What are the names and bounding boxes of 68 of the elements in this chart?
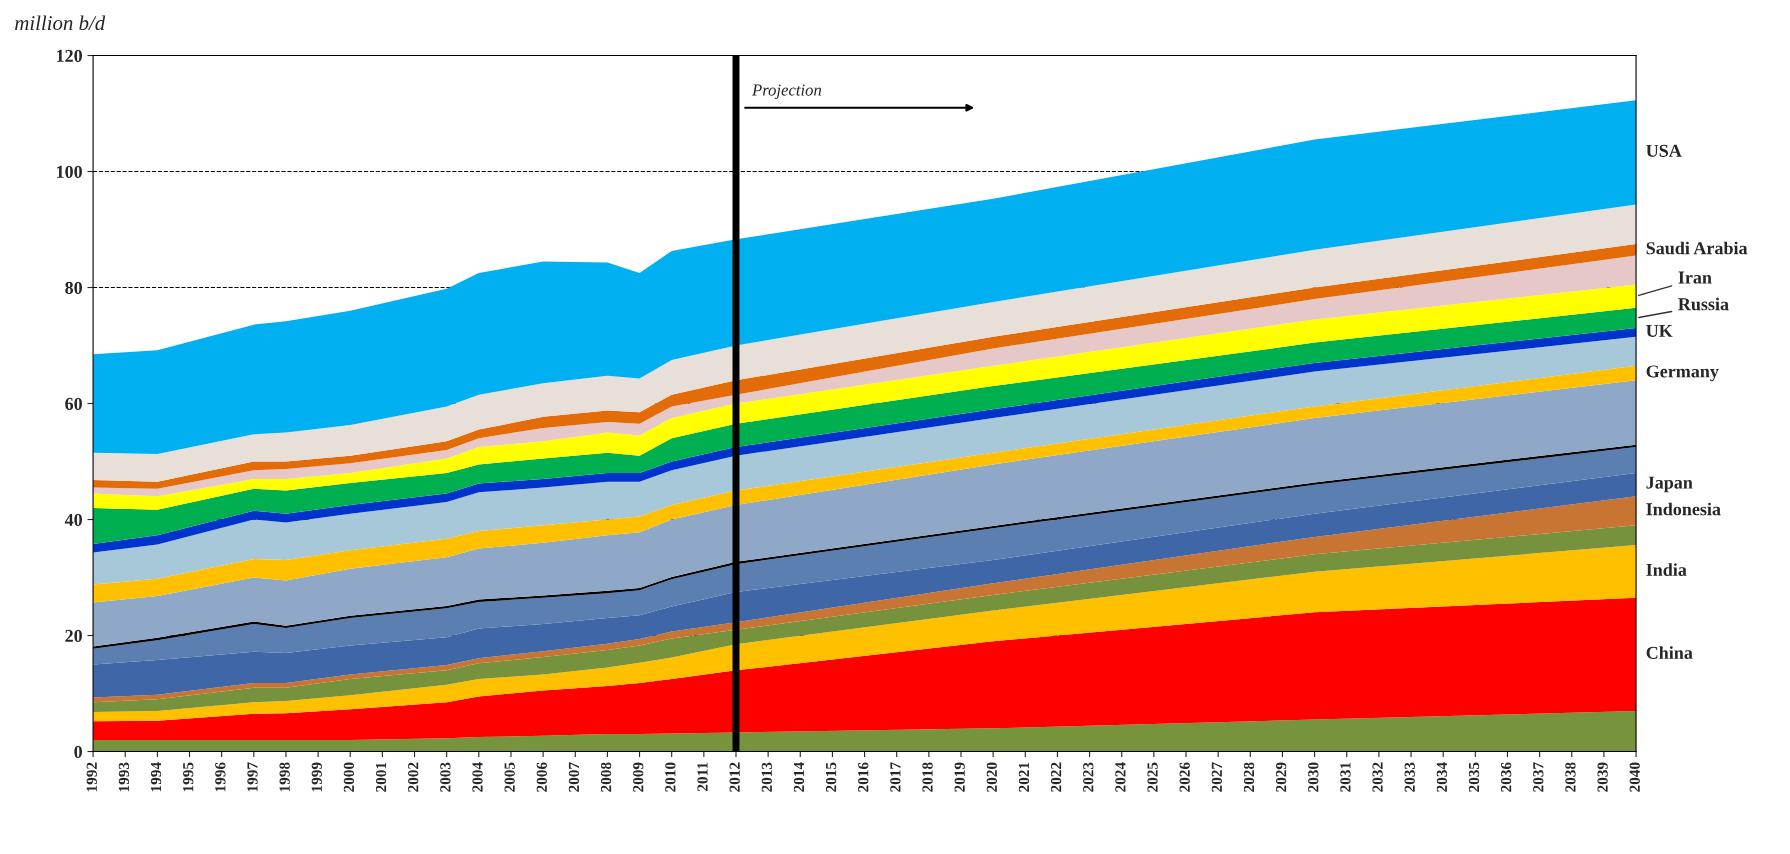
x-tick-label: 1998 (279, 762, 290, 792)
x-tick-label: 2027 (1211, 762, 1222, 792)
series-label: USA (1646, 144, 1682, 157)
x-tick-label: 2022 (1050, 762, 1062, 792)
x-tick-label: 2003 (440, 762, 451, 792)
x-tick-label: 2018 (922, 762, 933, 792)
x-tick-label: 2009 (633, 762, 644, 792)
series-label: Japan (1646, 476, 1693, 493)
x-tick-label: 2005 (504, 762, 515, 792)
x-tick-label: 1993 (118, 762, 130, 792)
x-tick-label: 2001 (375, 762, 387, 792)
series-label: Indonesia (1646, 502, 1721, 516)
x-tick-label: 2030 (1308, 762, 1319, 792)
y-tick-label: 120 (57, 49, 82, 62)
x-tick-label: 2007 (568, 762, 580, 792)
x-tick-label: 2031 (1340, 762, 1351, 792)
x-tick-label: 2006 (536, 762, 547, 792)
x-tick-label: 2029 (1275, 762, 1287, 792)
x-tick-label: 2017 (890, 762, 901, 792)
x-tick-label: 2038 (1565, 762, 1576, 792)
x-tick-label: 1999 (311, 762, 322, 792)
y-tick-label: 80 (65, 281, 82, 294)
x-tick-label: 1994 (150, 762, 162, 792)
y-tick-label: 20 (65, 629, 82, 642)
x-tick-label: 2016 (858, 762, 869, 792)
series-label: UK (1646, 324, 1673, 337)
x-tick-label: 2002 (408, 762, 419, 792)
x-tick-label: 2013 (761, 762, 772, 792)
x-tick-label: 2012 (729, 762, 740, 792)
series-label: Germany (1646, 365, 1719, 382)
x-tick-label: 2026 (1179, 762, 1190, 792)
y-tick-label: 40 (64, 513, 82, 526)
x-tick-label: 2011 (697, 762, 708, 792)
x-tick-label: 2032 (1372, 762, 1383, 792)
x-tick-label: 2010 (665, 762, 676, 792)
x-tick-label: 1996 (215, 762, 226, 792)
x-tick-label: 2008 (600, 762, 612, 792)
x-tick-label: 2024 (1115, 762, 1126, 792)
ref-line-label: Projection (751, 84, 822, 100)
series-label: Saudi Arabia (1646, 241, 1748, 255)
series-label: India (1646, 563, 1687, 576)
y-axis-title: million b/d (15, 15, 106, 31)
x-tick-label: 2000 (343, 762, 355, 792)
text: Russia (1678, 297, 1729, 311)
x-tick-label: 2025 (1147, 762, 1158, 792)
y-tick-label: 0 (74, 745, 82, 758)
series-label: China (1646, 646, 1693, 659)
x-tick-label: 2020 (986, 762, 997, 792)
x-tick-label: 2040 (1629, 762, 1640, 792)
y-tick-label: 60 (65, 397, 82, 410)
x-tick-label: 2004 (472, 762, 483, 792)
x-tick-label: 2037 (1533, 762, 1544, 792)
x-tick-label: 2014 (793, 762, 805, 792)
x-tick-label: 2033 (1404, 762, 1415, 792)
x-tick-label: 1997 (247, 762, 258, 792)
x-tick-label: 2034 (1436, 762, 1448, 792)
x-tick-label: 1995 (183, 762, 194, 792)
text: Iran (1678, 271, 1712, 284)
y-tick-label: 100 (57, 165, 82, 178)
x-tick-label: 1992 (86, 762, 97, 792)
x-tick-label: 2015 (825, 762, 837, 792)
x-tick-label: 2023 (1083, 762, 1094, 792)
x-tick-label: 2039 (1597, 762, 1608, 792)
x-tick-label: 2035 (1468, 762, 1480, 792)
x-tick-label: 2036 (1500, 762, 1512, 792)
x-tick-label: 2021 (1018, 762, 1030, 792)
x-tick-label: 2019 (954, 762, 965, 792)
x-tick-label: 2028 (1243, 762, 1255, 792)
